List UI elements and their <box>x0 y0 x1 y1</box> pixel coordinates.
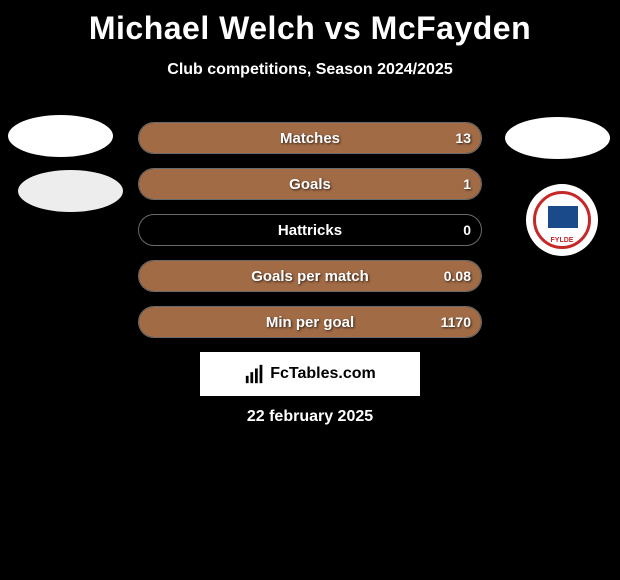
bar-goals-per-match: Goals per match 0.08 <box>138 260 482 292</box>
subtitle: Club competitions, Season 2024/2025 <box>0 61 620 79</box>
bar-matches: Matches 13 <box>138 122 482 154</box>
bar-label: Goals per match <box>139 261 481 291</box>
bar-value-right: 0.08 <box>444 261 471 291</box>
player-left-club-badge <box>18 170 123 212</box>
bar-label: Hattricks <box>139 215 481 245</box>
afc-fylde-crest-icon <box>533 191 591 249</box>
bar-label: Min per goal <box>139 307 481 337</box>
bar-value-right: 1 <box>463 169 471 199</box>
bar-value-right: 1170 <box>441 307 471 337</box>
bar-hattricks: Hattricks 0 <box>138 214 482 246</box>
bar-label: Matches <box>139 123 481 153</box>
bar-label: Goals <box>139 169 481 199</box>
page-title: Michael Welch vs McFayden <box>0 0 620 47</box>
source-attribution: FcTables.com <box>200 352 420 396</box>
bar-value-right: 0 <box>463 215 471 245</box>
bar-value-right: 13 <box>455 123 471 153</box>
bar-goals: Goals 1 <box>138 168 482 200</box>
player-left-avatar <box>8 115 113 157</box>
player-right-club-badge <box>526 184 598 256</box>
comparison-bars: Matches 13 Goals 1 Hattricks 0 Goals per… <box>138 122 482 352</box>
player-right-avatar <box>505 117 610 159</box>
date-label: 22 february 2025 <box>0 408 620 426</box>
source-text: FcTables.com <box>270 365 376 383</box>
bar-chart-icon <box>244 363 266 385</box>
bar-min-per-goal: Min per goal 1170 <box>138 306 482 338</box>
